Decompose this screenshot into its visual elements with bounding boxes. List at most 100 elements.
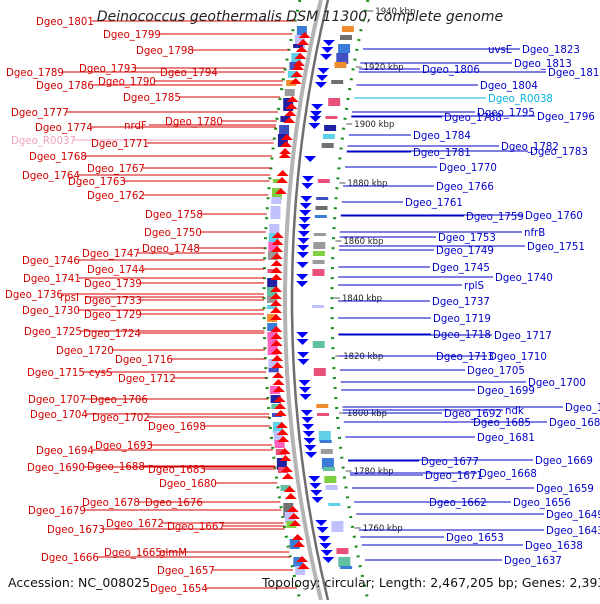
gene-feature-block [267,305,277,309]
right-gene-label: Dgeo_1740 [495,273,553,284]
gene-feature-block [328,98,341,106]
left-gene-label: nrdF [124,121,147,132]
forward-gene-arrow [271,232,284,238]
forward-gene-arrow [290,71,303,77]
reverse-gene-arrow [296,332,309,338]
gene-feature-block [340,35,352,40]
left-gene-label: Dgeo_1799 [103,30,161,41]
left-gene-label: Dgeo_1706 [90,395,148,406]
reverse-gene-arrow [308,123,321,129]
right-gene-label: Dgeo_1788 [444,113,502,124]
forward-gene-arrow [293,541,306,547]
right-gene-label: Dgeo_1753 [438,233,496,244]
left-gene-label: Dgeo_1693 [95,441,153,452]
forward-gene-arrow [295,46,308,52]
gene-feature-block [341,26,354,32]
left-gene-label: Dgeo_1744 [87,265,145,276]
reverse-gene-arrow [321,47,334,53]
gene-feature-block [271,197,282,204]
right-gene-label: ndk [505,406,524,417]
gene-feature-block [268,359,279,373]
gene-feature-block [316,197,329,200]
forward-gene-arrow [276,170,289,176]
right-gene-label: Dgeo_1781 [413,148,471,159]
forward-gene-arrow [280,141,292,147]
gene-feature-block [267,296,277,303]
gene-feature-block [280,116,291,122]
forward-gene-arrow [270,314,283,320]
left-gene-label: Dgeo_1771 [91,139,149,150]
reverse-gene-arrow [302,424,315,430]
reverse-gene-arrow [311,104,324,110]
right-gene-label: Dgeo_1682 [549,418,600,429]
gene-feature-block [283,98,294,111]
left-gene-label: Dgeo_1750 [144,228,202,239]
reverse-gene-arrow [297,245,310,251]
ring-outer-arc [283,0,323,601]
right-gene-label: Dgeo_1759 [466,212,524,223]
reverse-gene-arrow [299,387,311,393]
left-gene-label: Dgeo_1747 [82,249,140,260]
left-gene-label: Dgeo_1666 [41,553,99,564]
left-gene-label: Dgeo_1657 [157,566,215,577]
right-gene-label: Dgeo_1638 [525,541,583,552]
forward-gene-arrow [270,348,283,354]
scale-tick-label: 1880 kbp [347,179,387,189]
forward-gene-arrow [286,506,299,512]
right-gene-label: Dgeo_1662 [429,498,487,509]
forward-gene-arrow [274,403,287,409]
gene-feature-block [295,35,305,48]
genome-title: Deinococcus geothermalis DSM 11300, comp… [96,9,504,25]
left-gene-label: Dgeo_1694 [36,446,94,457]
scale-tick-label: 1760 kbp [363,524,403,534]
forward-gene-arrow [278,448,291,454]
right-gene-label: Dgeo_1669 [535,456,593,467]
left-gene-label: glmM [159,548,187,559]
right-gene-label: Dgeo_1659 [536,484,594,495]
ring-inner-arc [290,0,330,601]
gene-feature-block [317,179,330,183]
right-gene-label: nfrB [524,228,545,239]
reverse-gene-arrow [322,557,335,563]
right-gene-label: Dgeo_1745 [432,263,490,274]
gene-feature-block [293,44,304,48]
right-gene-label: Dgeo_1760 [525,211,583,222]
reverse-gene-arrow [296,262,309,268]
forward-gene-arrow [284,493,297,499]
forward-gene-arrow [271,246,284,252]
gene-feature-block [268,368,279,372]
forward-gene-arrow [270,253,283,259]
reverse-gene-arrow [304,156,317,162]
forward-gene-arrow [271,362,284,368]
right-gene-label: Dgeo_1710 [489,352,547,363]
gene-feature-block [314,215,327,218]
gene-feature-block [289,539,300,549]
reverse-gene-arrow [300,410,313,416]
forward-gene-arrow [276,177,288,183]
scale-tick-label: 1900 kbp [354,120,394,130]
gene-feature-block [336,53,349,64]
gene-feature-block [324,476,337,483]
gene-feature-block [267,278,278,290]
gene-feature-block [315,206,328,210]
left-gene-label: Dgeo_1672 [106,519,164,530]
scale-tick-label: 1940 kbp [375,7,415,17]
forward-gene-arrow [286,96,299,102]
left-gene-label: Dgeo_1676 [145,498,203,509]
left-gene-label: Dgeo_1762 [87,191,145,202]
right-gene-label: Dgeo_1766 [436,182,494,193]
reverse-gene-arrow [298,217,311,223]
right-gene-label: Dgeo_1784 [413,131,471,142]
reverse-gene-arrow [310,490,323,496]
forward-gene-arrow [270,260,283,266]
right-gene-label: Dgeo_1677 [421,457,479,468]
forward-gene-arrow [275,422,288,428]
left-gene-label: Dgeo_1777 [11,108,69,119]
gene-feature-block [336,548,349,554]
reverse-gene-arrow [298,380,311,386]
right-gene-label: Dgeo_1795 [477,108,535,119]
left-gene-label: cysS [89,368,112,379]
gene-feature-block [323,467,335,471]
left-gene-label: Dgeo_1688 [87,462,145,473]
scale-tick-label: 1840 kbp [342,294,382,304]
